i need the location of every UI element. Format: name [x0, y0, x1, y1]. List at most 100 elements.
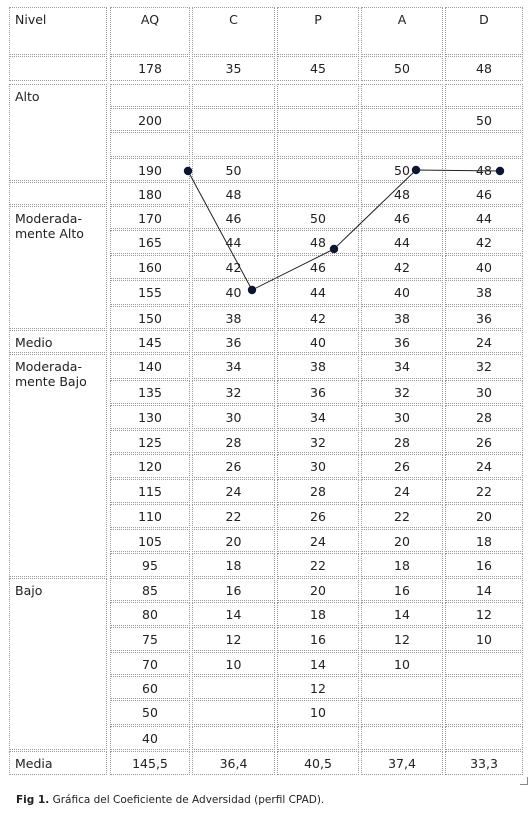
value-cell-text	[278, 159, 358, 163]
value-cell: 60	[110, 676, 190, 699]
value-cell: 36	[192, 330, 275, 353]
value-cell-text: 60	[142, 681, 158, 696]
value-cell: 95	[110, 553, 190, 577]
value-cell: 50	[445, 108, 523, 131]
value-cell	[192, 726, 275, 750]
value-cell-text: 12	[476, 607, 492, 622]
value-cell-text: 45	[310, 61, 326, 76]
value-cell: 125	[110, 430, 190, 453]
value-cell: 24	[361, 479, 443, 503]
value-cell-text: 18	[476, 534, 492, 549]
value-cell-text: 35	[225, 61, 242, 76]
value-cell-text: 42	[310, 311, 326, 326]
value-cell: 28	[445, 405, 523, 429]
value-cell: 40	[110, 726, 190, 750]
value-cell-text: 26	[394, 459, 410, 474]
value-cell-text: 145,5	[132, 756, 168, 771]
value-cell-text	[278, 133, 358, 137]
value-cell-text: 50	[394, 163, 410, 178]
value-cell-text: 48	[310, 235, 326, 250]
value-cell-text: 34	[310, 410, 326, 425]
value-cell: 40	[192, 280, 275, 305]
value-cell-text: 155	[138, 285, 162, 300]
value-cell: 10	[192, 652, 275, 675]
value-cell: 34	[361, 354, 443, 379]
value-cell: 35	[192, 56, 275, 81]
nivel-cell-text: Medio	[15, 335, 53, 350]
value-cell: 36	[277, 380, 359, 404]
value-cell: 48	[445, 158, 523, 181]
value-cell: 37,4	[361, 751, 443, 775]
value-cell-text: 40	[310, 335, 326, 350]
value-cell: 85	[110, 578, 190, 601]
value-cell: 135	[110, 380, 190, 404]
value-cell-text	[193, 727, 274, 731]
value-cell-text: 16	[310, 632, 326, 647]
value-cell-text	[362, 133, 442, 137]
value-cell: 28	[361, 430, 443, 453]
value-cell: 42	[361, 255, 443, 279]
value-cell-text: 24	[225, 484, 242, 499]
value-cell: 170	[110, 206, 190, 229]
value-cell-text	[362, 85, 442, 89]
value-cell: 22	[445, 479, 523, 503]
value-cell-text: 36	[225, 335, 242, 350]
value-cell: 10	[361, 652, 443, 675]
value-cell-text: 34	[225, 359, 242, 374]
value-cell-text: 30	[476, 385, 492, 400]
value-cell: 26	[361, 454, 443, 478]
value-cell: 28	[277, 479, 359, 503]
value-cell-text: 28	[225, 435, 242, 450]
value-cell-text: 160	[138, 260, 162, 275]
value-cell-text	[362, 727, 442, 731]
value-cell-text: 18	[310, 607, 326, 622]
caption-label: Fig 1.	[16, 794, 50, 806]
value-cell-text: 14	[225, 607, 242, 622]
value-cell-text: 46	[476, 187, 492, 202]
value-cell: 178	[110, 56, 190, 81]
value-cell: 18	[192, 553, 275, 577]
value-cell	[192, 84, 275, 107]
value-cell: 155	[110, 280, 190, 305]
value-cell-text: 44	[394, 235, 410, 250]
value-cell: 24	[277, 529, 359, 552]
value-cell-text: 36	[394, 335, 410, 350]
value-cell-text: 24	[394, 484, 410, 499]
header-cell-d: D	[445, 7, 523, 55]
value-cell-text: 28	[394, 435, 410, 450]
value-cell: 42	[277, 306, 359, 329]
value-cell: 48	[277, 230, 359, 254]
header-cell-nivel-text: Nivel	[15, 12, 47, 27]
value-cell-text: 32	[225, 385, 242, 400]
value-cell: 36	[445, 306, 523, 329]
value-cell: 34	[277, 405, 359, 429]
value-cell-text	[446, 133, 522, 137]
nivel-cell	[9, 56, 107, 81]
value-cell: 38	[445, 280, 523, 305]
value-cell-text	[446, 653, 522, 657]
value-cell: 32	[192, 380, 275, 404]
nivel-cell-text: Moderada- mente Bajo	[15, 359, 87, 389]
value-cell-text: 145	[138, 335, 162, 350]
value-cell: 32	[445, 354, 523, 379]
value-cell-text: 85	[142, 583, 158, 598]
value-cell-text: 30	[394, 410, 410, 425]
nivel-cell: Media	[9, 751, 107, 775]
value-cell-text: 18	[225, 558, 242, 573]
value-cell-text: 75	[142, 632, 158, 647]
value-cell-text: 190	[138, 163, 162, 178]
value-cell: 28	[192, 430, 275, 453]
value-cell-text: 120	[138, 459, 162, 474]
value-cell: 12	[361, 627, 443, 651]
value-cell-text: 44	[476, 211, 492, 226]
value-cell-text: 14	[310, 657, 326, 672]
value-cell-text: 14	[394, 607, 410, 622]
value-cell-text: 165	[138, 235, 162, 250]
value-cell-text: 24	[310, 534, 326, 549]
value-cell-text: 48	[476, 61, 492, 76]
value-cell-text	[278, 109, 358, 113]
value-cell: 34	[192, 354, 275, 379]
nivel-cell: Moderada- mente Alto	[9, 206, 107, 329]
nivel-cell: Medio	[9, 330, 107, 353]
value-cell	[445, 84, 523, 107]
